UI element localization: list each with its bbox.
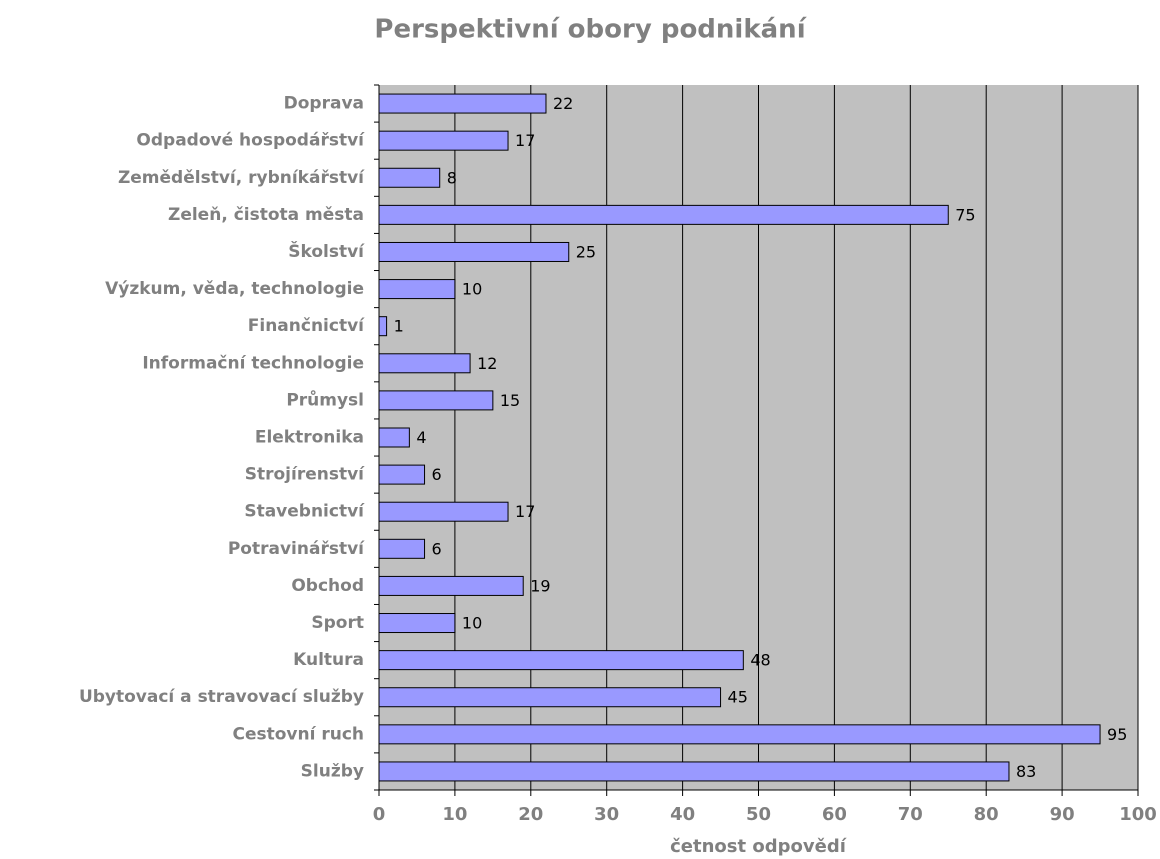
y-tick-label: Stavebnictví [244,502,365,522]
x-tick-label: 90 [1050,804,1075,825]
data-label: 83 [1016,762,1036,781]
x-tick-label: 20 [518,804,543,825]
x-tick-label: 30 [594,804,619,825]
bar [378,724,1101,745]
data-label: 25 [576,242,596,261]
bar [378,204,949,225]
data-label: 15 [500,391,520,410]
x-tick-label: 80 [974,804,999,825]
bar [378,575,524,596]
y-tick-label: Informační technologie [142,353,364,373]
data-label: 6 [432,465,442,484]
y-tick-label: Doprava [284,94,364,114]
y-tick-label: Obchod [291,576,364,596]
x-tick-label: 60 [822,804,847,825]
chart-title: Perspektivní obory podnikání [374,15,807,45]
y-tick-label: Průmysl [286,388,364,410]
bar [378,130,509,151]
bar [378,353,471,374]
bar [378,687,722,708]
data-label: 45 [728,688,748,707]
data-label: 48 [750,651,770,670]
bar [378,390,494,411]
bar [378,538,426,559]
data-label: 22 [553,94,573,113]
bar [378,93,547,114]
data-label: 10 [462,280,482,299]
bar [378,761,1010,782]
bar [378,427,410,448]
y-tick-label: Potravinářství [228,539,365,559]
bar [378,167,441,188]
y-tick-label: Zeleň, čistota města [168,205,364,225]
y-tick-label: Zemědělství, rybníkářství [118,168,365,188]
y-tick-label: Strojírenství [245,465,365,485]
bar [378,316,388,337]
data-label: 17 [515,131,535,150]
data-label: 8 [447,168,457,187]
x-tick-label: 0 [373,804,386,825]
bar [378,650,744,671]
x-tick-label: 70 [898,804,923,825]
bar [378,501,509,522]
bar [378,241,570,262]
y-tick-label: Odpadové hospodářství [136,131,365,151]
y-tick-label: Cestovní ruch [232,724,364,744]
y-tick-label: Kultura [293,650,364,670]
y-tick-label: Sport [311,613,364,633]
data-label: 17 [515,502,535,521]
data-label: 19 [530,576,550,595]
data-label: 95 [1107,725,1127,744]
x-tick-label: 10 [442,804,467,825]
bar [378,613,456,634]
data-label: 10 [462,614,482,633]
data-label: 6 [432,539,442,558]
y-tick-label: Služby [301,761,364,781]
y-tick-label: Výzkum, věda, technologie [105,279,364,299]
bar [378,464,426,485]
x-tick-label: 40 [670,804,695,825]
data-label: 12 [477,354,497,373]
y-tick-label: Elektronika [255,428,364,448]
y-tick-label: Školství [288,240,365,262]
x-tick-label: 100 [1119,804,1157,825]
x-tick-label: 50 [746,804,771,825]
bar [378,279,456,300]
x-axis-label: četnost odpovědí [670,836,847,857]
data-label: 4 [416,428,426,447]
data-label: 1 [394,317,404,336]
y-tick-label: Finančnictví [248,316,365,336]
data-label: 75 [955,205,975,224]
y-tick-label: Ubytovací a stravovací služby [79,687,364,707]
